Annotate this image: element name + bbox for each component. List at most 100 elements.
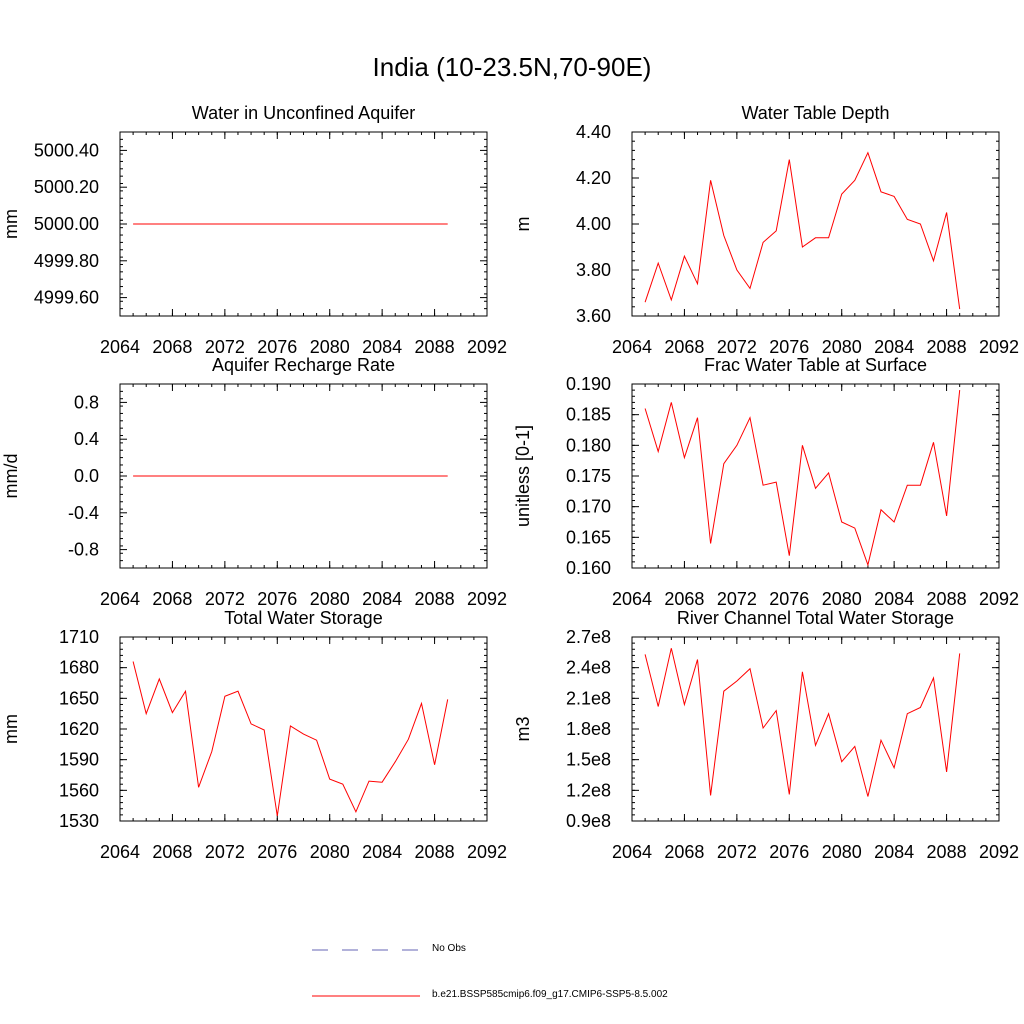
y-tick-label: 4.00 (576, 214, 611, 234)
y-tick-label: 0.180 (566, 435, 611, 455)
x-tick-label: 2076 (769, 842, 809, 862)
x-tick-label: 2092 (467, 589, 507, 609)
x-tick-label: 2080 (822, 589, 862, 609)
legend-model-label: b.e21.BSSP585cmip6.f09_g17.CMIP6-SSP5-8.… (432, 989, 668, 1000)
x-tick-label: 2092 (979, 842, 1019, 862)
x-tick-label: 2072 (717, 842, 757, 862)
y-tick-label: 4999.60 (34, 288, 99, 308)
plot-frame (631, 636, 1000, 822)
series-line (644, 390, 961, 567)
x-tick-label: 2072 (717, 337, 757, 357)
x-tick-label: 2092 (979, 589, 1019, 609)
y-tick-label: 3.60 (576, 306, 611, 326)
y-tick-label: -0.4 (68, 503, 99, 523)
x-tick-label: 2072 (205, 589, 245, 609)
y-axis-label: mm (1, 714, 21, 744)
x-tick-label: 2080 (310, 589, 350, 609)
y-tick-label: 0.165 (566, 527, 611, 547)
panel-title: River Channel Total Water Storage (677, 608, 954, 628)
x-tick-label: 2076 (257, 589, 297, 609)
y-tick-label: -0.8 (68, 540, 99, 560)
x-tick-label: 2088 (927, 337, 967, 357)
y-tick-label: 1.8e8 (566, 719, 611, 739)
x-tick-label: 2064 (612, 589, 652, 609)
x-tick-label: 2084 (362, 842, 402, 862)
x-tick-label: 2088 (927, 842, 967, 862)
y-tick-label: 2.7e8 (566, 627, 611, 647)
y-tick-label: 2.4e8 (566, 658, 611, 678)
x-tick-label: 2080 (822, 842, 862, 862)
series-line (644, 151, 961, 310)
x-tick-label: 2068 (152, 589, 192, 609)
y-tick-label: 1.2e8 (566, 780, 611, 800)
y-tick-label: 3.80 (576, 260, 611, 280)
y-tick-label: 0.8 (74, 392, 99, 412)
x-tick-label: 2084 (874, 337, 914, 357)
plot-frame (119, 636, 488, 822)
x-tick-label: 2092 (467, 337, 507, 357)
x-tick-label: 2080 (822, 337, 862, 357)
x-tick-label: 2088 (927, 589, 967, 609)
x-tick-label: 2064 (612, 842, 652, 862)
x-tick-label: 2072 (205, 337, 245, 357)
y-tick-label: 0.0 (74, 466, 99, 486)
plot-frame (631, 383, 1000, 569)
y-tick-label: 1560 (59, 780, 99, 800)
panel-title: Total Water Storage (224, 608, 382, 628)
y-tick-label: 1710 (59, 627, 99, 647)
x-tick-label: 2080 (310, 337, 350, 357)
y-axis-label: mm/d (1, 454, 21, 499)
y-tick-label: 1530 (59, 811, 99, 831)
x-tick-label: 2084 (362, 337, 402, 357)
x-tick-label: 2088 (415, 337, 455, 357)
y-tick-label: 1.5e8 (566, 750, 611, 770)
y-tick-label: 5000.40 (34, 140, 99, 160)
x-tick-label: 2076 (257, 337, 297, 357)
y-axis-label: unitless [0-1] (513, 425, 533, 527)
x-tick-label: 2064 (100, 589, 140, 609)
panel-title: Water Table Depth (741, 103, 889, 123)
panel-title: Frac Water Table at Surface (704, 355, 927, 375)
x-tick-label: 2064 (100, 842, 140, 862)
series-line (132, 661, 449, 816)
y-tick-label: 0.4 (74, 429, 99, 449)
y-tick-label: 1590 (59, 750, 99, 770)
x-tick-label: 2068 (152, 337, 192, 357)
panel-title: Water in Unconfined Aquifer (192, 103, 415, 123)
x-tick-label: 2068 (664, 842, 704, 862)
x-tick-label: 2092 (467, 842, 507, 862)
x-tick-label: 2088 (415, 842, 455, 862)
x-tick-label: 2088 (415, 589, 455, 609)
y-tick-label: 4.40 (576, 122, 611, 142)
x-tick-label: 2084 (362, 589, 402, 609)
x-tick-label: 2092 (979, 337, 1019, 357)
x-tick-label: 2068 (664, 337, 704, 357)
y-tick-label: 4.20 (576, 168, 611, 188)
y-tick-label: 2.1e8 (566, 688, 611, 708)
x-tick-label: 2084 (874, 842, 914, 862)
x-tick-label: 2072 (205, 842, 245, 862)
x-tick-label: 2076 (769, 589, 809, 609)
y-tick-label: 0.185 (566, 405, 611, 425)
y-tick-label: 1620 (59, 719, 99, 739)
series-line (644, 648, 961, 797)
y-tick-label: 0.170 (566, 497, 611, 517)
legend-obs-label: No Obs (432, 943, 466, 954)
x-tick-label: 2076 (257, 842, 297, 862)
x-tick-label: 2064 (612, 337, 652, 357)
y-axis-label: mm (1, 209, 21, 239)
panel-title: Aquifer Recharge Rate (212, 355, 395, 375)
y-tick-label: 1680 (59, 658, 99, 678)
x-tick-label: 2068 (664, 589, 704, 609)
y-tick-label: 4999.80 (34, 251, 99, 271)
y-tick-label: 1650 (59, 688, 99, 708)
y-tick-label: 0.160 (566, 558, 611, 578)
page-title: India (10-23.5N,70-90E) (372, 52, 652, 82)
y-tick-label: 5000.20 (34, 177, 99, 197)
y-axis-label: m3 (513, 716, 533, 741)
y-tick-label: 0.175 (566, 466, 611, 486)
x-tick-label: 2080 (310, 842, 350, 862)
x-tick-label: 2084 (874, 589, 914, 609)
x-tick-label: 2068 (152, 842, 192, 862)
